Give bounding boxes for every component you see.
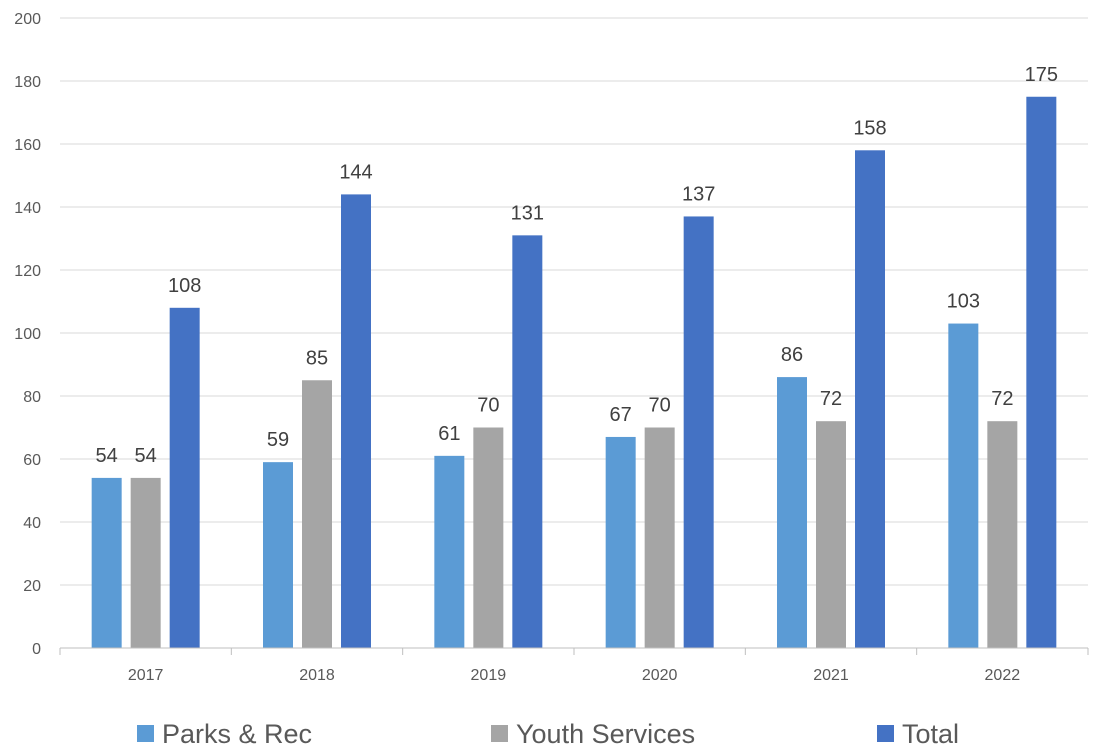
bar-total-2022 [1026, 96, 1057, 648]
data-label: 72 [991, 388, 1013, 410]
data-label: 59 [267, 429, 289, 451]
legend-label: Total [902, 719, 959, 749]
x-tick-label: 2017 [128, 667, 164, 684]
data-label: 85 [306, 347, 328, 369]
data-label: 67 [610, 404, 632, 426]
data-label: 131 [511, 202, 544, 224]
data-label: 158 [853, 117, 886, 139]
bar-youth-services-2017 [130, 477, 161, 648]
y-tick-label: 100 [14, 326, 41, 343]
data-label: 54 [135, 445, 157, 467]
bar-total-2018 [341, 194, 371, 648]
bar-total-2020 [683, 216, 714, 648]
legend-swatch [877, 725, 894, 742]
x-tick-label: 2020 [642, 667, 678, 684]
legend-label: Youth Services [516, 719, 695, 749]
bar-parks-rec-2022 [948, 323, 979, 648]
y-tick-label: 180 [14, 74, 41, 91]
bar-youth-services-2022 [987, 421, 1018, 648]
bar-youth-services-2018 [302, 380, 332, 648]
y-tick-label: 160 [14, 137, 41, 154]
y-tick-label: 140 [14, 200, 41, 217]
bar-youth-services-2020 [644, 427, 675, 648]
x-tick-label: 2021 [813, 667, 849, 684]
legend-swatch [137, 725, 154, 742]
data-label: 72 [820, 388, 842, 410]
legend-swatch [491, 725, 508, 742]
legend-label: Parks & Rec [162, 719, 312, 749]
gridlines [60, 17, 1088, 586]
bars [91, 96, 1057, 649]
bar-parks-rec-2018 [263, 462, 293, 648]
data-label: 54 [96, 445, 118, 467]
data-label: 103 [947, 291, 980, 313]
y-tick-label: 20 [23, 578, 41, 595]
bar-parks-rec-2017 [91, 477, 122, 648]
data-label: 70 [477, 395, 499, 417]
data-label: 144 [339, 161, 372, 183]
data-label: 175 [1025, 64, 1058, 86]
data-label: 70 [649, 395, 671, 417]
bar-total-2017 [169, 307, 200, 648]
data-label: 137 [682, 183, 715, 205]
y-tick-label: 40 [23, 515, 41, 532]
bar-parks-rec-2021 [777, 377, 807, 648]
bar-youth-services-2021 [816, 421, 846, 648]
x-tick-label: 2019 [471, 667, 507, 684]
bar-youth-services-2019 [473, 427, 504, 648]
data-label: 61 [438, 423, 460, 445]
bar-total-2019 [512, 235, 543, 648]
y-tick-label: 80 [23, 389, 41, 406]
x-tick-label: 2018 [299, 667, 335, 684]
bar-parks-rec-2019 [434, 455, 465, 648]
y-tick-label: 120 [14, 263, 41, 280]
data-label: 86 [781, 344, 803, 366]
y-axis-ticks: 0 20 40 60 80 100 120 140 160 180 200 [14, 11, 41, 658]
bar-total-2021 [855, 150, 885, 649]
y-tick-label: 60 [23, 452, 41, 469]
x-axis: 2017 2018 2019 2020 2021 2022 [59, 647, 1089, 684]
y-tick-label: 0 [32, 641, 41, 658]
x-tick-label: 2022 [985, 667, 1021, 684]
bar-parks-rec-2020 [605, 436, 636, 648]
data-label: 108 [168, 275, 201, 297]
data-labels: 54 54 108 59 85 144 61 70 131 67 70 137 86 72 158 103 72… [96, 64, 1058, 467]
y-tick-label: 200 [14, 11, 41, 28]
legend: Parks & Rec Youth Services Total [137, 719, 959, 749]
